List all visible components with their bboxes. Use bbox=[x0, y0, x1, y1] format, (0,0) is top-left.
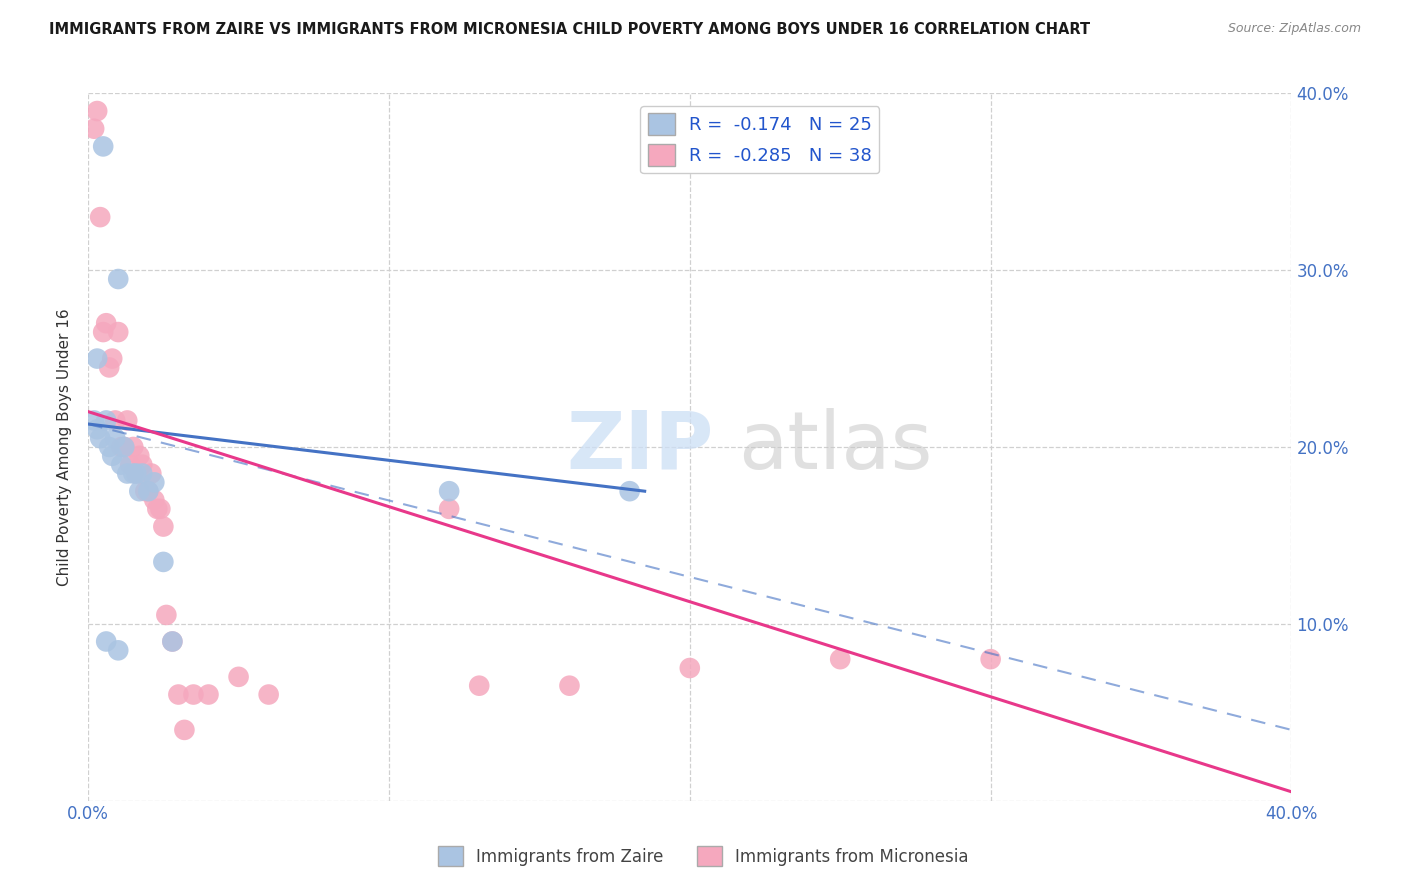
Point bbox=[110, 458, 132, 472]
Point bbox=[136, 484, 159, 499]
Point bbox=[830, 652, 852, 666]
Point bbox=[558, 679, 581, 693]
Legend: Immigrants from Zaire, Immigrants from Micronesia: Immigrants from Zaire, Immigrants from M… bbox=[430, 839, 976, 873]
Point bbox=[86, 422, 108, 436]
Point bbox=[96, 413, 118, 427]
Point bbox=[980, 652, 1002, 666]
Legend: R =  -0.174   N = 25, R =  -0.285   N = 38: R = -0.174 N = 25, R = -0.285 N = 38 bbox=[641, 106, 879, 173]
Point bbox=[101, 351, 124, 366]
Point bbox=[136, 484, 159, 499]
Point bbox=[122, 467, 145, 481]
Point bbox=[86, 103, 108, 118]
Point bbox=[152, 555, 174, 569]
Point bbox=[112, 440, 135, 454]
Point bbox=[257, 688, 280, 702]
Point bbox=[122, 440, 145, 454]
Point bbox=[96, 316, 118, 330]
Point bbox=[131, 467, 153, 481]
Point bbox=[228, 670, 250, 684]
Point bbox=[107, 272, 129, 286]
Point bbox=[83, 121, 105, 136]
Point bbox=[125, 467, 148, 481]
Point bbox=[98, 360, 121, 375]
Point bbox=[149, 501, 172, 516]
Text: IMMIGRANTS FROM ZAIRE VS IMMIGRANTS FROM MICRONESIA CHILD POVERTY AMONG BOYS UND: IMMIGRANTS FROM ZAIRE VS IMMIGRANTS FROM… bbox=[49, 22, 1090, 37]
Point bbox=[162, 634, 184, 648]
Point bbox=[152, 519, 174, 533]
Point bbox=[141, 467, 163, 481]
Point bbox=[83, 413, 105, 427]
Point bbox=[468, 679, 491, 693]
Text: ZIP: ZIP bbox=[567, 408, 714, 486]
Point bbox=[104, 413, 127, 427]
Point bbox=[112, 440, 135, 454]
Point bbox=[110, 440, 132, 454]
Point bbox=[437, 501, 460, 516]
Point bbox=[117, 467, 139, 481]
Point bbox=[96, 634, 118, 648]
Point bbox=[117, 413, 139, 427]
Point bbox=[125, 467, 148, 481]
Point bbox=[120, 458, 142, 472]
Text: atlas: atlas bbox=[738, 408, 932, 486]
Point bbox=[107, 325, 129, 339]
Point bbox=[197, 688, 219, 702]
Point bbox=[128, 449, 150, 463]
Point bbox=[173, 723, 195, 737]
Point bbox=[679, 661, 702, 675]
Point bbox=[146, 501, 169, 516]
Point bbox=[131, 458, 153, 472]
Point bbox=[86, 351, 108, 366]
Point bbox=[437, 484, 460, 499]
Y-axis label: Child Poverty Among Boys Under 16: Child Poverty Among Boys Under 16 bbox=[58, 308, 72, 586]
Text: Source: ZipAtlas.com: Source: ZipAtlas.com bbox=[1227, 22, 1361, 36]
Point bbox=[143, 475, 166, 490]
Point bbox=[155, 607, 177, 622]
Point bbox=[91, 139, 114, 153]
Point bbox=[89, 431, 111, 445]
Point bbox=[162, 634, 184, 648]
Point bbox=[167, 688, 190, 702]
Point bbox=[128, 484, 150, 499]
Point bbox=[101, 449, 124, 463]
Point bbox=[183, 688, 205, 702]
Point bbox=[89, 210, 111, 224]
Point bbox=[143, 493, 166, 508]
Point bbox=[98, 440, 121, 454]
Point bbox=[134, 484, 156, 499]
Point bbox=[619, 484, 641, 499]
Point bbox=[107, 643, 129, 657]
Point bbox=[104, 431, 127, 445]
Point bbox=[91, 325, 114, 339]
